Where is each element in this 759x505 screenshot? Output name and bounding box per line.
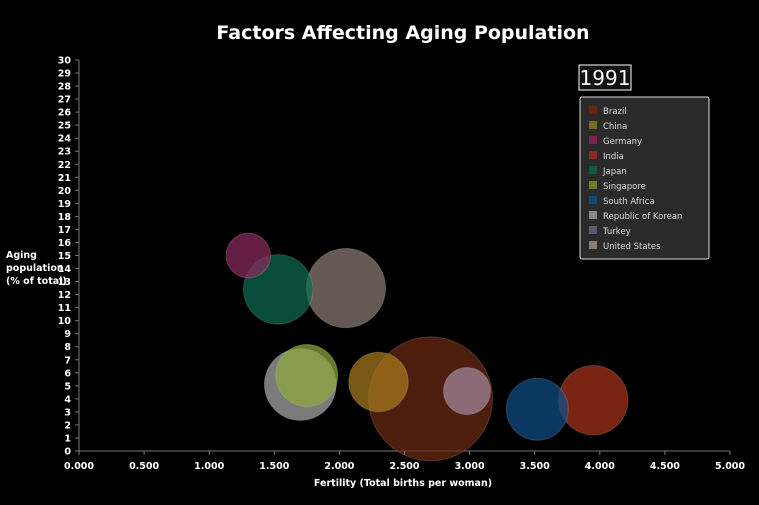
legend-swatch: [589, 151, 597, 159]
y-tick-label: 26: [58, 108, 72, 119]
x-tick-label: 3.000: [455, 461, 485, 472]
legend-item-united-states[interactable]: United States: [603, 242, 661, 252]
y-tick-labels: 0123456789101112131415161718192021222324…: [58, 56, 79, 458]
y-tick-label: 8: [64, 342, 71, 353]
y-tick-label: 7: [64, 355, 71, 366]
legend-item-brazil[interactable]: Brazil: [603, 107, 627, 117]
chart-title: Factors Affecting Aging Population: [216, 22, 589, 44]
bubble-turkey[interactable]: [442, 366, 492, 416]
y-tick-label: 20: [58, 186, 72, 197]
bubbles: [225, 232, 629, 462]
x-tick-label: 2.500: [389, 461, 419, 472]
y-tick-label: 5: [64, 381, 71, 392]
y-tick-label: 19: [58, 199, 71, 210]
y-tick-label: 14: [58, 264, 72, 275]
bubble-south-africa[interactable]: [505, 377, 569, 441]
year-label: 1991: [580, 66, 631, 90]
legend-item-south-africa[interactable]: South Africa: [603, 197, 655, 207]
x-tick-label: 1.000: [194, 461, 224, 472]
bubble-singapore[interactable]: [275, 343, 339, 407]
x-tick-label: 4.500: [650, 461, 680, 472]
x-tick-label: 0.000: [64, 461, 94, 472]
legend-swatch: [589, 181, 597, 189]
legend-swatch: [589, 196, 597, 204]
y-axis-label-line: Aging: [6, 250, 37, 261]
legend-item-republic-of-korean[interactable]: Republic of Korean: [603, 212, 682, 222]
y-tick-label: 1: [64, 433, 71, 444]
bubble-germany[interactable]: [225, 232, 272, 279]
legend-item-turkey[interactable]: Turkey: [602, 227, 631, 237]
bubble-brazil[interactable]: [558, 364, 629, 436]
legend-item-japan[interactable]: Japan: [602, 167, 627, 177]
legend-swatch: [589, 121, 597, 129]
y-tick-label: 6: [64, 368, 71, 379]
y-tick-label: 29: [58, 69, 71, 80]
legend-item-china[interactable]: China: [603, 122, 627, 132]
y-tick-label: 2: [64, 420, 71, 431]
legend-item-india[interactable]: India: [603, 152, 624, 162]
x-axis-label: Fertility (Total births per woman): [314, 478, 492, 489]
legend-swatch: [589, 136, 597, 144]
legend: Brazil China Germany India Japan Singapore Sou…: [589, 106, 682, 252]
y-tick-label: 13: [58, 277, 71, 288]
y-tick-label: 21: [58, 173, 71, 184]
y-tick-label: 24: [58, 134, 72, 145]
x-tick-label: 4.000: [585, 461, 615, 472]
legend-swatch: [589, 211, 597, 219]
x-tick-labels: 0.000 0.500 1.000 1.500 2.000 2.500 3.000 3.500…: [64, 451, 745, 472]
y-tick-label: 18: [58, 212, 72, 223]
legend-item-singapore[interactable]: Singapore: [603, 182, 646, 192]
y-axis-label-line: population: [6, 263, 64, 274]
y-tick-label: 9: [64, 329, 71, 340]
y-tick-label: 0: [64, 447, 71, 458]
x-tick-label: 0.500: [129, 461, 159, 472]
y-tick-label: 23: [58, 147, 71, 158]
y-tick-label: 22: [58, 160, 71, 171]
legend-swatch: [589, 226, 597, 234]
legend-swatch: [589, 166, 597, 174]
y-tick-label: 27: [58, 95, 71, 106]
bubble-china[interactable]: [348, 351, 409, 413]
y-tick-label: 12: [58, 290, 71, 301]
y-tick-label: 28: [58, 82, 72, 93]
y-tick-label: 16: [58, 238, 72, 249]
legend-item-germany[interactable]: Germany: [603, 137, 642, 147]
bubble-united-states[interactable]: [305, 247, 387, 329]
y-axis-label: Aging population (% of total): [6, 250, 67, 287]
y-tick-label: 17: [58, 225, 71, 236]
y-tick-label: 3: [64, 407, 71, 418]
y-tick-label: 11: [58, 303, 71, 314]
y-tick-label: 15: [58, 251, 71, 262]
legend-swatch: [589, 106, 597, 114]
y-tick-label: 10: [58, 316, 72, 327]
x-tick-label: 2.000: [324, 461, 354, 472]
x-tick-label: 5.000: [715, 461, 745, 472]
y-tick-label: 25: [58, 121, 71, 132]
y-tick-label: 4: [64, 394, 71, 405]
y-tick-label: 30: [58, 56, 72, 67]
legend-box: [579, 96, 710, 260]
legend-swatch: [589, 241, 597, 249]
x-tick-label: 1.500: [259, 461, 289, 472]
year-box: [578, 64, 632, 91]
y-axis-label-line: (% of total): [6, 276, 67, 287]
x-tick-label: 3.500: [520, 461, 550, 472]
